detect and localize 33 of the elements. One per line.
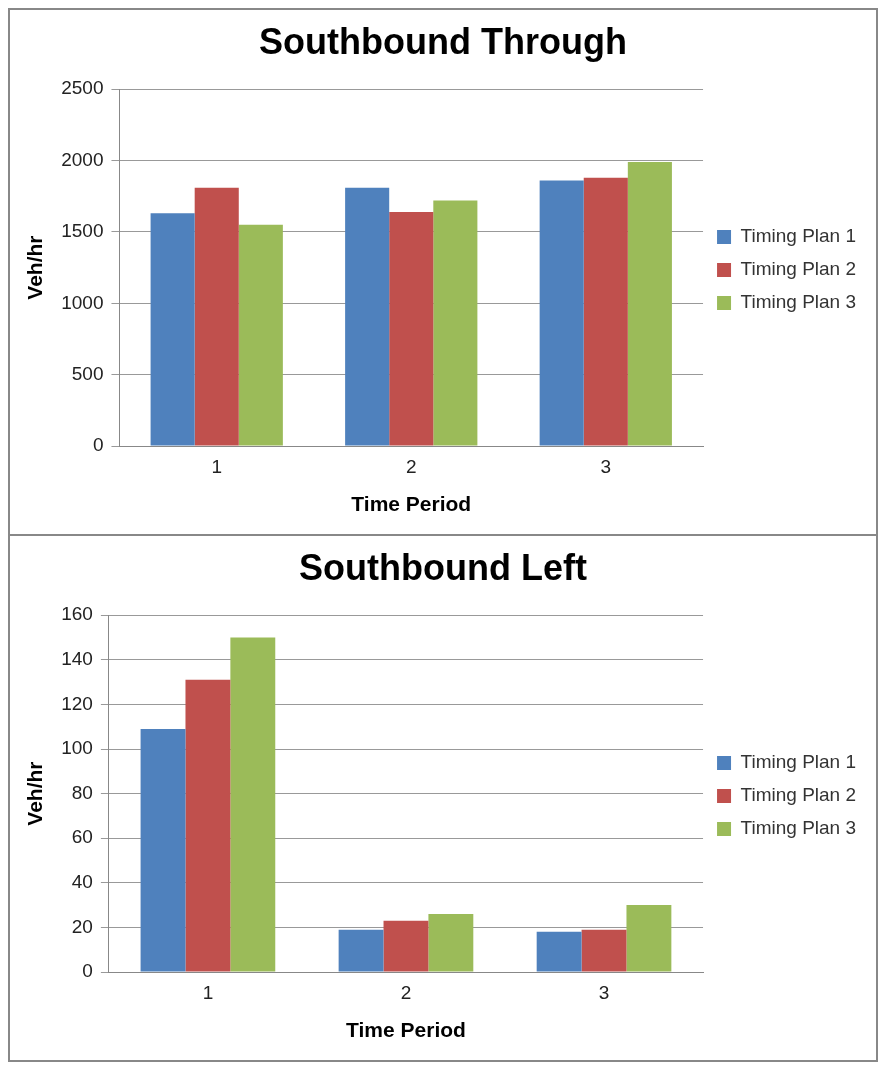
y-tick-label: 80 [71,781,93,803]
x-tick-label: 3 [598,981,610,1003]
y-tick-label: 100 [61,737,93,759]
y-tick-label: 500 [71,362,104,384]
x-tick-label: 3 [600,455,612,477]
y-tick-label: 1000 [61,291,104,313]
y-tick-label: 2500 [61,77,104,99]
x-tick-label: 2 [405,455,417,477]
y-tick-label: 1500 [61,220,104,242]
x-tick-label: 1 [211,455,223,477]
y-tick-label: 140 [61,648,93,670]
y-tick-label: 0 [82,960,93,982]
legend-label: Timing Plan 3 [740,291,857,313]
y-tick-label: 20 [71,915,93,937]
x-tick-label: 2 [400,981,412,1003]
y-tick-label: 120 [61,692,93,714]
legend-label: Timing Plan 1 [740,225,857,247]
y-tick-label: 40 [71,871,93,893]
y-tick-label: 2000 [61,148,104,170]
y-axis-title: Veh/hr [23,761,47,826]
x-axis-title: Time Period [346,1018,466,1042]
y-tick-label: 0 [92,434,104,456]
legend-label: Timing Plan 3 [740,817,857,839]
x-tick-label: 1 [202,981,214,1003]
x-axis-title: Time Period [351,492,472,516]
y-axis-title: Veh/hr [23,235,47,300]
legend-label: Timing Plan 2 [740,258,857,280]
y-tick-label: 60 [71,826,93,848]
legend-label: Timing Plan 1 [740,751,857,773]
y-tick-label: 160 [61,603,93,625]
chart-title: Southbound Left [299,546,587,588]
chart-title: Southbound Through [259,20,627,62]
legend-label: Timing Plan 2 [740,784,857,806]
